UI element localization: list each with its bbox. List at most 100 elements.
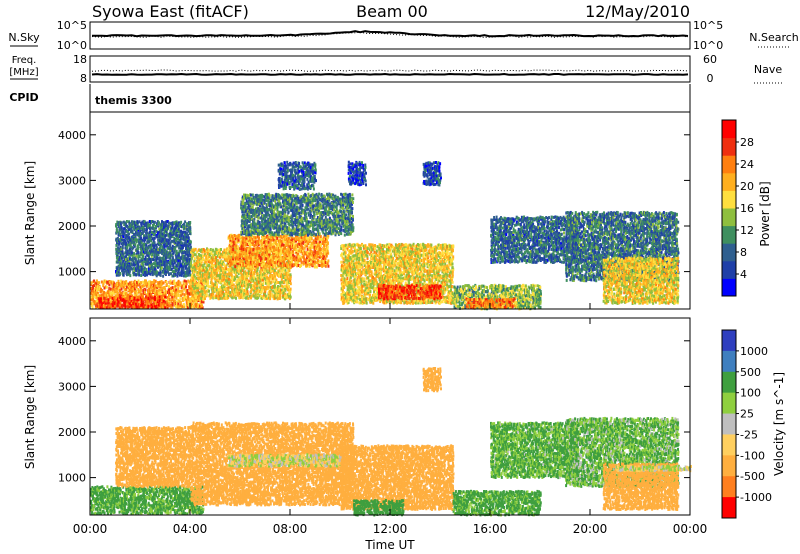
power-cell [309, 247, 311, 250]
power-cell [103, 297, 105, 300]
power-cell [236, 275, 238, 278]
power-cell [280, 264, 282, 267]
power-cell [254, 287, 256, 290]
power-cell [229, 291, 231, 294]
power-cell [127, 243, 129, 246]
power-cell [122, 246, 124, 249]
power-cell [290, 288, 292, 291]
power-cell [100, 300, 102, 303]
power-cell [106, 286, 108, 289]
power-cell [187, 292, 189, 295]
power-cell [274, 264, 276, 267]
power-cell [178, 280, 180, 283]
power-cell [259, 263, 261, 266]
power-cell [110, 288, 112, 291]
power-heatmap-cells [90, 161, 679, 311]
power-cell [200, 293, 202, 296]
frequency-trace [92, 74, 688, 75]
nave-label: Nave [754, 63, 782, 76]
power-cell [311, 237, 313, 240]
power-cell [197, 292, 199, 295]
power-cell [288, 237, 290, 240]
power-cell [108, 298, 110, 301]
power-cell [252, 258, 254, 261]
power-cell [227, 248, 229, 251]
power-cell [121, 221, 123, 224]
power-cell [261, 257, 263, 260]
power-cell [135, 235, 137, 238]
power-cell [154, 296, 156, 299]
power-cell [154, 230, 156, 233]
power-cell [154, 263, 156, 266]
nsky-label: N.Sky [8, 31, 40, 44]
power-cell [159, 299, 161, 302]
power-cell [183, 303, 185, 306]
power-cell [255, 256, 257, 259]
power-cell [278, 249, 280, 252]
power-cell [147, 305, 149, 308]
power-cell [138, 226, 140, 229]
freq-tick-bottom: 8 [80, 72, 87, 85]
power-cell [200, 284, 202, 287]
power-cell [232, 286, 234, 289]
power-cell [131, 251, 133, 254]
power-cell [121, 288, 123, 291]
power-cell [158, 221, 160, 224]
power-cell [299, 255, 301, 258]
power-cell [120, 259, 122, 262]
nsearch-tick-top: 10^5 [693, 19, 723, 32]
power-cell [266, 276, 268, 279]
power-cell [262, 282, 264, 285]
power-cell [180, 230, 182, 233]
power-cell [186, 289, 188, 292]
power-cell [210, 248, 212, 251]
power-cell [275, 279, 277, 282]
power-cell [178, 283, 180, 286]
power-cell [131, 230, 133, 233]
nsearch-label: N.Search [749, 31, 799, 44]
power-cell [282, 257, 284, 260]
power-cell [164, 270, 166, 273]
power-cell [284, 247, 286, 250]
power-cell [106, 296, 108, 299]
power-cell [146, 268, 148, 271]
power-cell [136, 255, 138, 258]
power-cell [116, 227, 118, 230]
power-cell [230, 262, 232, 265]
power-cell [178, 243, 180, 246]
power-cell [126, 246, 128, 249]
power-cell [232, 253, 234, 256]
power-cell [275, 247, 277, 250]
power-cell [140, 274, 142, 277]
power-cell [269, 297, 271, 300]
power-cell [283, 260, 285, 263]
power-cell [144, 267, 146, 270]
power-cell [216, 283, 218, 286]
power-cell [280, 252, 282, 255]
power-cell [200, 297, 202, 300]
power-cell [190, 260, 192, 263]
power-cell [284, 285, 286, 288]
power-cell [189, 240, 191, 243]
power-cell [245, 243, 247, 246]
power-cell [276, 237, 278, 240]
power-cell [211, 252, 213, 255]
power-cell [186, 282, 188, 285]
power-cell [142, 298, 144, 301]
power-cell [274, 285, 276, 288]
power-cell [160, 303, 162, 306]
power-cell [180, 221, 182, 224]
power-cell [133, 252, 135, 255]
power-cell [140, 289, 142, 292]
nsky-tick-top: 10^5 [57, 19, 87, 32]
power-cell [182, 293, 184, 296]
power-cell [110, 296, 112, 299]
power-cell [271, 281, 273, 284]
cpid-value: themis 3300 [95, 94, 172, 107]
power-cell [153, 246, 155, 249]
power-cell [137, 247, 139, 250]
power-cell [320, 243, 322, 246]
power-cell [201, 304, 203, 307]
power-cell [290, 282, 292, 285]
